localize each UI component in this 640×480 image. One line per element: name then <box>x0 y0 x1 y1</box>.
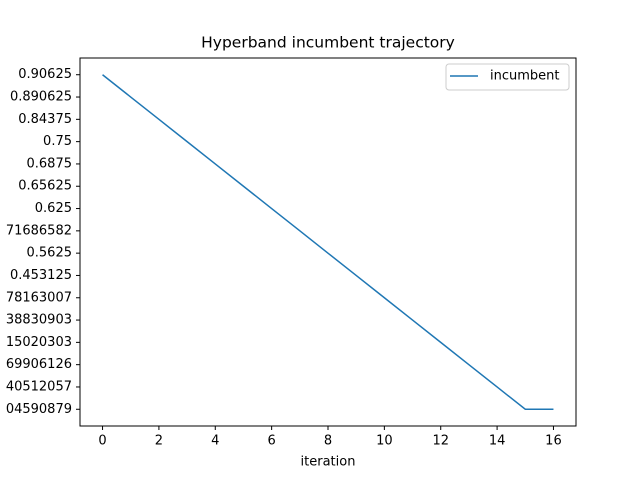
y-tick-label: 15020303 <box>6 335 72 350</box>
y-tick-label: 0.5625 <box>27 246 73 261</box>
x-tick-label: 12 <box>432 434 449 449</box>
line <box>102 74 554 411</box>
y-tick-label: 04590879 <box>6 402 72 417</box>
y-tick-label: 0.6875 <box>27 156 73 171</box>
y-tick-label: 40512057 <box>6 379 72 394</box>
y-tick-label: 69906126 <box>6 357 72 372</box>
x-tick-label: 14 <box>489 434 506 449</box>
x-tick-label: 16 <box>545 434 562 449</box>
plot-area <box>79 57 577 427</box>
y-tick-label: 0.625 <box>35 201 72 216</box>
y-tick-label: 0.890625 <box>10 90 72 105</box>
legend-label: incumbent <box>490 69 560 84</box>
x-tick-label: 2 <box>155 434 163 449</box>
x-tick-label: 6 <box>267 434 275 449</box>
y-tick-label: 38830903 <box>6 313 72 328</box>
y-tick-label: 0.75 <box>43 134 72 149</box>
x-tick-label: 0 <box>98 434 106 449</box>
x-tick-label: 10 <box>376 434 393 449</box>
x-tick-label: 4 <box>211 434 219 449</box>
y-tick-label: 0.65625 <box>18 179 72 194</box>
y-tick-label: 0.453125 <box>10 268 72 283</box>
chart-title: Hyperband incumbent trajectory <box>201 34 455 52</box>
legend-box <box>445 63 570 91</box>
x-tick-label: 8 <box>324 434 332 449</box>
y-tick-label: 71686582 <box>6 223 72 238</box>
y-tick-label: 0.84375 <box>18 112 72 127</box>
x-axis-label: iteration <box>301 455 356 470</box>
y-tick-label: 0.90625 <box>18 67 72 82</box>
y-tick-label: 78163007 <box>6 290 72 305</box>
